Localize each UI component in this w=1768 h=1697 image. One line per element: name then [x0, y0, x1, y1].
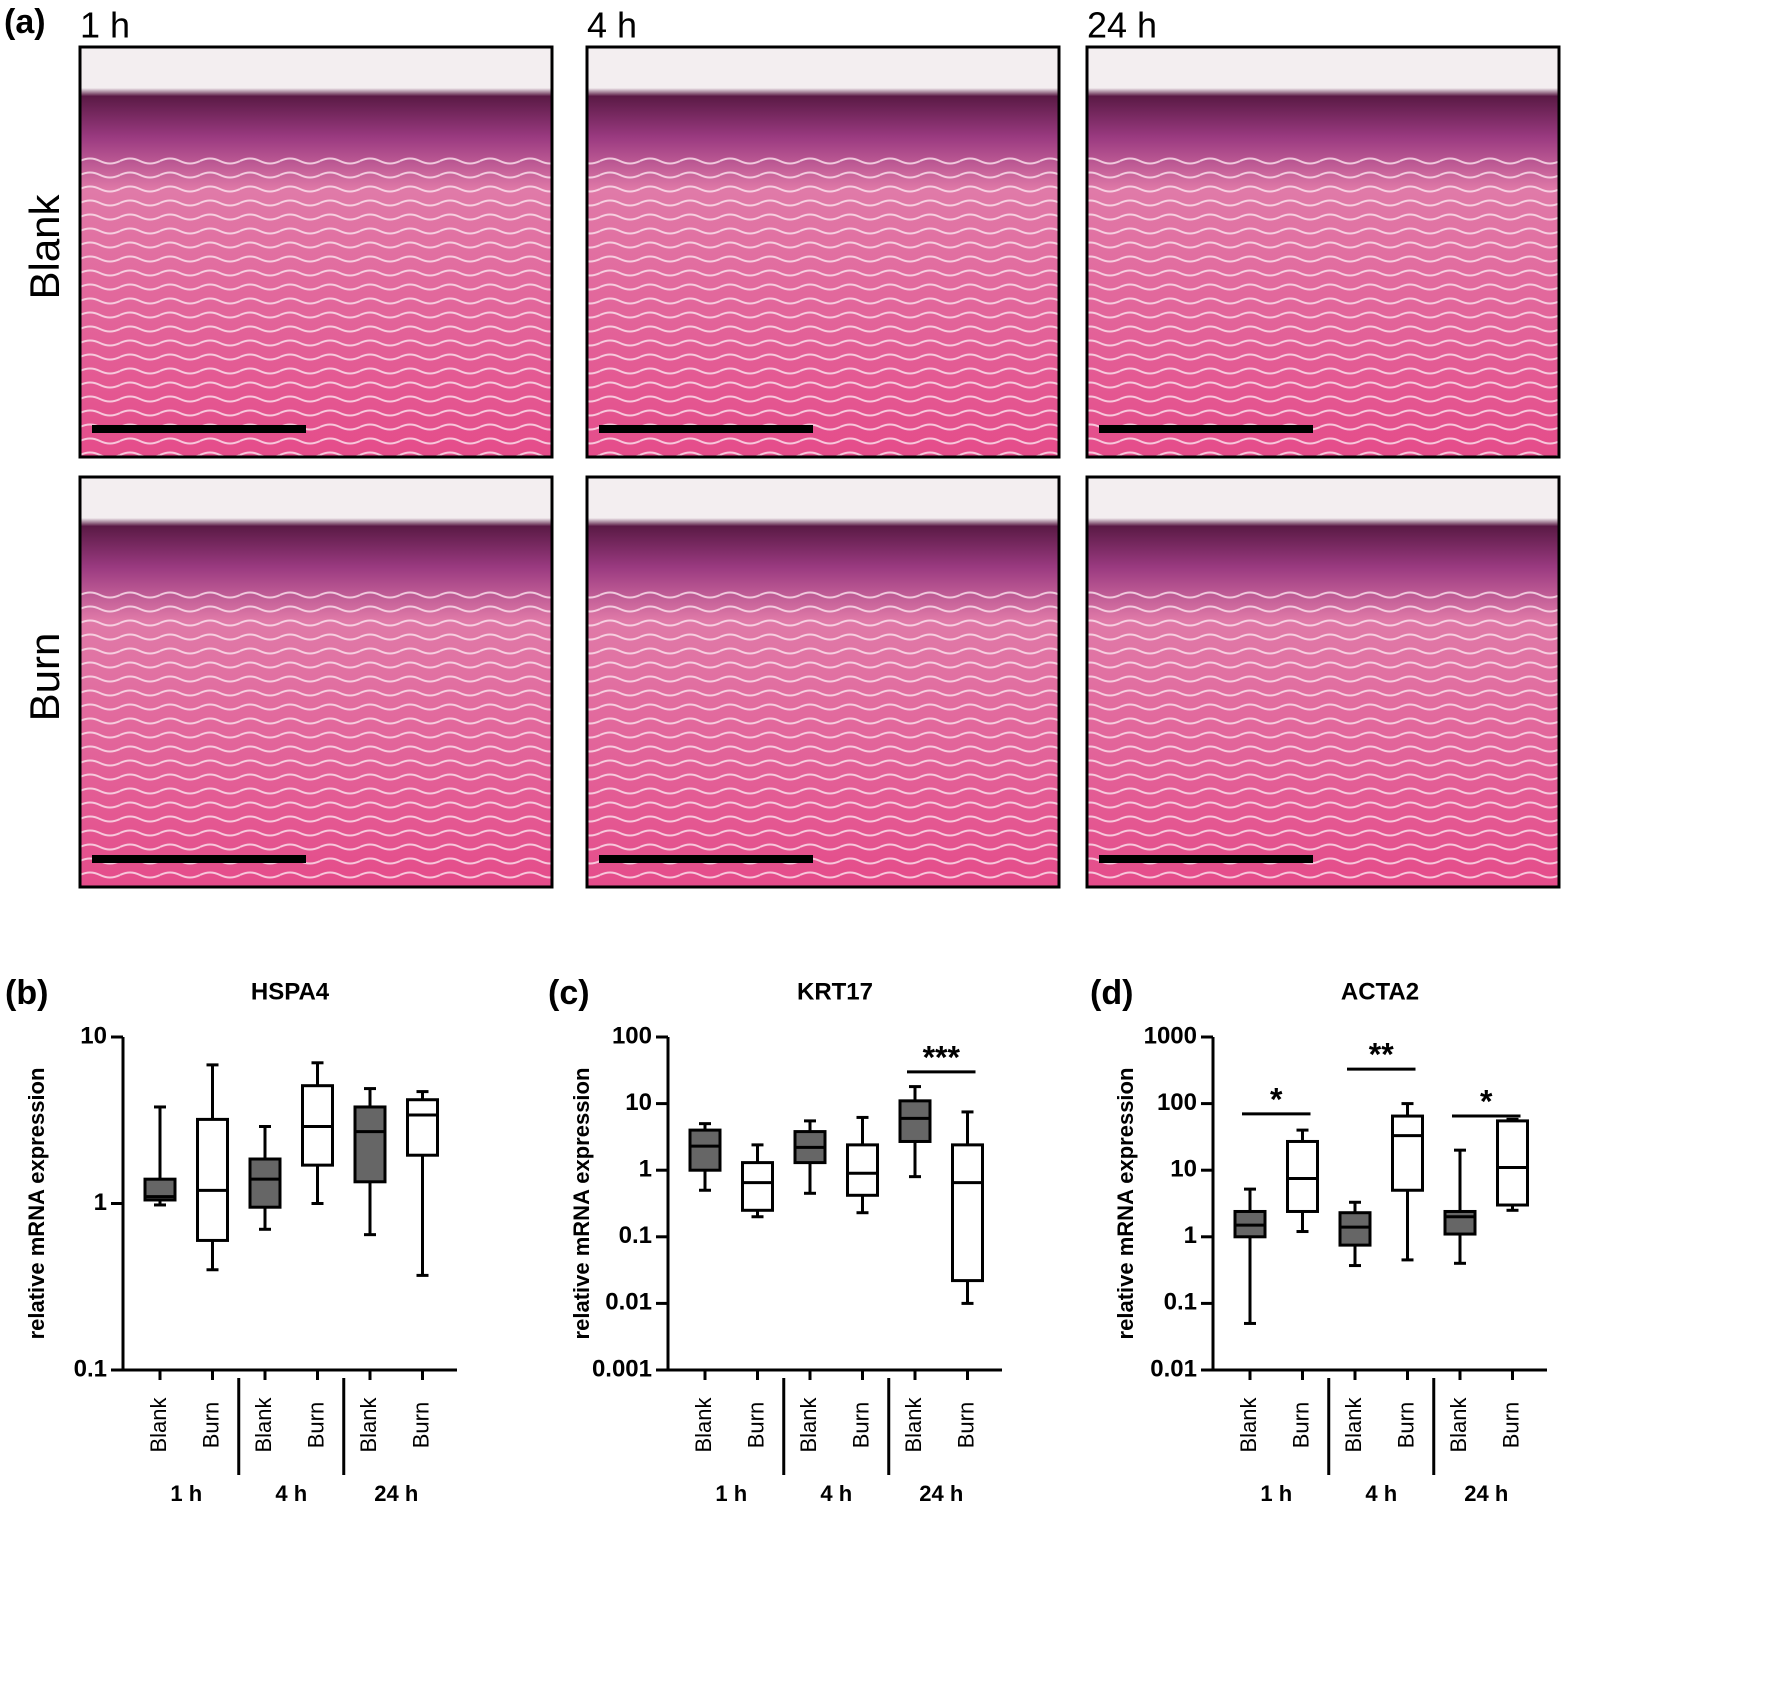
chart-title: KRT17	[797, 978, 873, 1005]
panel-label: (d)	[1090, 974, 1133, 1012]
box	[1496, 1119, 1529, 1207]
y-tick-label: 0.1	[619, 1222, 652, 1249]
y-tick-label: 100	[612, 1022, 652, 1049]
x-tick-label: Burn	[1498, 1402, 1523, 1448]
group-label: 24 h	[919, 1481, 963, 1506]
y-tick-label: 0.01	[1150, 1355, 1197, 1382]
image-frame	[1085, 45, 1561, 459]
x-tick-label: Burn	[198, 1402, 223, 1448]
box	[1391, 1114, 1424, 1192]
column-label: 24 h	[1087, 5, 1157, 46]
y-tick-label: 0.01	[605, 1289, 652, 1316]
box	[1286, 1139, 1319, 1213]
group-label: 1 h	[715, 1481, 747, 1506]
x-tick-label: Burn	[408, 1402, 433, 1448]
tissue-texture	[80, 157, 552, 457]
image-frame	[78, 45, 554, 459]
panel-label: (c)	[548, 974, 590, 1012]
x-tick-label: Blank	[1446, 1396, 1471, 1452]
tissue-texture	[1087, 157, 1559, 457]
x-tick-label: Burn	[953, 1402, 978, 1448]
scale-bar	[599, 425, 813, 433]
panel-label: (b)	[5, 974, 48, 1012]
column-label: 1 h	[80, 5, 130, 46]
y-tick-label: 10	[625, 1089, 652, 1116]
y-tick-label: 0.001	[592, 1355, 652, 1382]
chart-title: HSPA4	[251, 978, 330, 1005]
row-label: Blank	[21, 193, 68, 299]
significance-label: *	[1270, 1081, 1283, 1117]
x-tick-label: Burn	[1288, 1402, 1313, 1448]
x-tick-label: Burn	[848, 1402, 873, 1448]
significance-label: ***	[923, 1039, 961, 1075]
y-tick-label: 1	[94, 1189, 107, 1216]
x-tick-label: Blank	[796, 1396, 821, 1452]
x-tick-label: Blank	[251, 1396, 276, 1452]
tissue-texture	[1087, 587, 1559, 887]
y-axis-label: relative mRNA expression	[24, 1068, 49, 1340]
y-tick-label: 0.1	[74, 1355, 107, 1382]
x-tick-label: Blank	[1236, 1396, 1261, 1452]
box	[143, 1177, 177, 1202]
box	[688, 1128, 722, 1172]
x-tick-label: Blank	[1341, 1396, 1366, 1452]
image-frame	[78, 475, 554, 889]
y-axis-label: relative mRNA expression	[569, 1068, 594, 1340]
y-axis-label: relative mRNA expression	[1113, 1068, 1138, 1340]
chart-title: ACTA2	[1341, 978, 1419, 1005]
box	[353, 1105, 387, 1184]
tissue-texture	[587, 157, 1059, 457]
image-frame	[585, 45, 1061, 459]
box	[741, 1161, 774, 1212]
group-label: 4 h	[275, 1481, 307, 1506]
row-label: Burn	[21, 633, 68, 722]
box	[1443, 1209, 1477, 1236]
box	[846, 1143, 879, 1197]
significance-label: **	[1369, 1037, 1394, 1073]
scale-bar	[92, 425, 306, 433]
y-tick-label: 0.1	[1164, 1289, 1197, 1316]
box	[196, 1117, 229, 1242]
box	[248, 1157, 282, 1209]
x-tick-label: Blank	[901, 1396, 926, 1452]
y-tick-label: 1	[639, 1156, 652, 1183]
x-tick-label: Blank	[691, 1396, 716, 1452]
scale-bar	[92, 855, 306, 863]
x-tick-label: Burn	[1393, 1402, 1418, 1448]
significance-label: *	[1480, 1084, 1493, 1120]
scale-bar	[599, 855, 813, 863]
group-label: 24 h	[374, 1481, 418, 1506]
group-label: 24 h	[1464, 1481, 1508, 1506]
x-tick-label: Burn	[743, 1402, 768, 1448]
box	[406, 1098, 439, 1157]
y-tick-label: 1000	[1144, 1022, 1197, 1049]
image-frame	[585, 475, 1061, 889]
scale-bar	[1099, 855, 1313, 863]
column-label: 4 h	[587, 5, 637, 46]
group-label: 1 h	[170, 1481, 202, 1506]
group-label: 4 h	[1365, 1481, 1397, 1506]
box	[1338, 1211, 1372, 1247]
tissue-texture	[587, 587, 1059, 887]
y-tick-label: 10	[80, 1022, 107, 1049]
tissue-texture	[80, 587, 552, 887]
y-tick-label: 100	[1157, 1089, 1197, 1116]
x-tick-label: Blank	[146, 1396, 171, 1452]
image-frame	[1085, 475, 1561, 889]
group-label: 1 h	[1260, 1481, 1292, 1506]
x-tick-label: Burn	[303, 1402, 328, 1448]
box	[898, 1099, 932, 1143]
y-tick-label: 1	[1184, 1222, 1197, 1249]
x-tick-label: Blank	[356, 1396, 381, 1452]
box	[951, 1143, 984, 1283]
group-label: 4 h	[820, 1481, 852, 1506]
panel-label: (a)	[4, 3, 46, 41]
scale-bar	[1099, 425, 1313, 433]
y-tick-label: 10	[1170, 1156, 1197, 1183]
